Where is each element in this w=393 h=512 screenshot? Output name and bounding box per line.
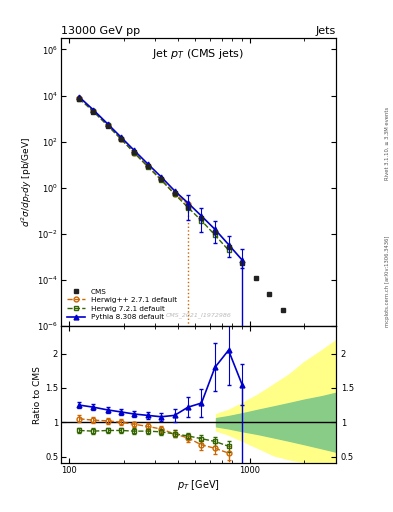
CMS [213,229,217,235]
Text: 13000 GeV pp: 13000 GeV pp [61,26,140,36]
Legend: CMS, Herwig++ 2.7.1 default, Herwig 7.2.1 default, Pythia 8.308 default: CMS, Herwig++ 2.7.1 default, Herwig 7.2.… [64,286,179,323]
CMS [172,190,177,196]
Text: mcplots.cern.ch [arXiv:1306.3436]: mcplots.cern.ch [arXiv:1306.3436] [385,236,389,327]
CMS [185,204,190,210]
CMS [132,149,136,155]
CMS [267,291,272,297]
Text: Rivet 3.1.10, ≥ 3.3M events: Rivet 3.1.10, ≥ 3.3M events [385,106,389,180]
CMS [253,275,258,282]
CMS [159,176,163,182]
CMS [91,109,95,115]
CMS [307,345,312,351]
CMS [119,136,123,142]
Text: CMS_2021_I1972986: CMS_2021_I1972986 [165,312,231,317]
Y-axis label: Ratio to CMS: Ratio to CMS [33,366,42,424]
CMS [226,244,231,250]
CMS [199,215,204,221]
X-axis label: $p_T$ [GeV]: $p_T$ [GeV] [177,478,220,492]
Text: Jet $p_T$ (CMS jets): Jet $p_T$ (CMS jets) [152,47,244,61]
CMS [280,307,285,313]
CMS [145,163,150,169]
CMS [105,122,110,129]
Y-axis label: $d^2\sigma/dp_Tdy\ \mathrm{[pb/GeV]}$: $d^2\sigma/dp_Tdy\ \mathrm{[pb/GeV]}$ [20,137,34,227]
Text: Jets: Jets [316,26,336,36]
Line: CMS: CMS [77,97,324,371]
CMS [240,260,244,266]
CMS [320,365,324,371]
CMS [294,326,299,332]
CMS [77,96,82,102]
